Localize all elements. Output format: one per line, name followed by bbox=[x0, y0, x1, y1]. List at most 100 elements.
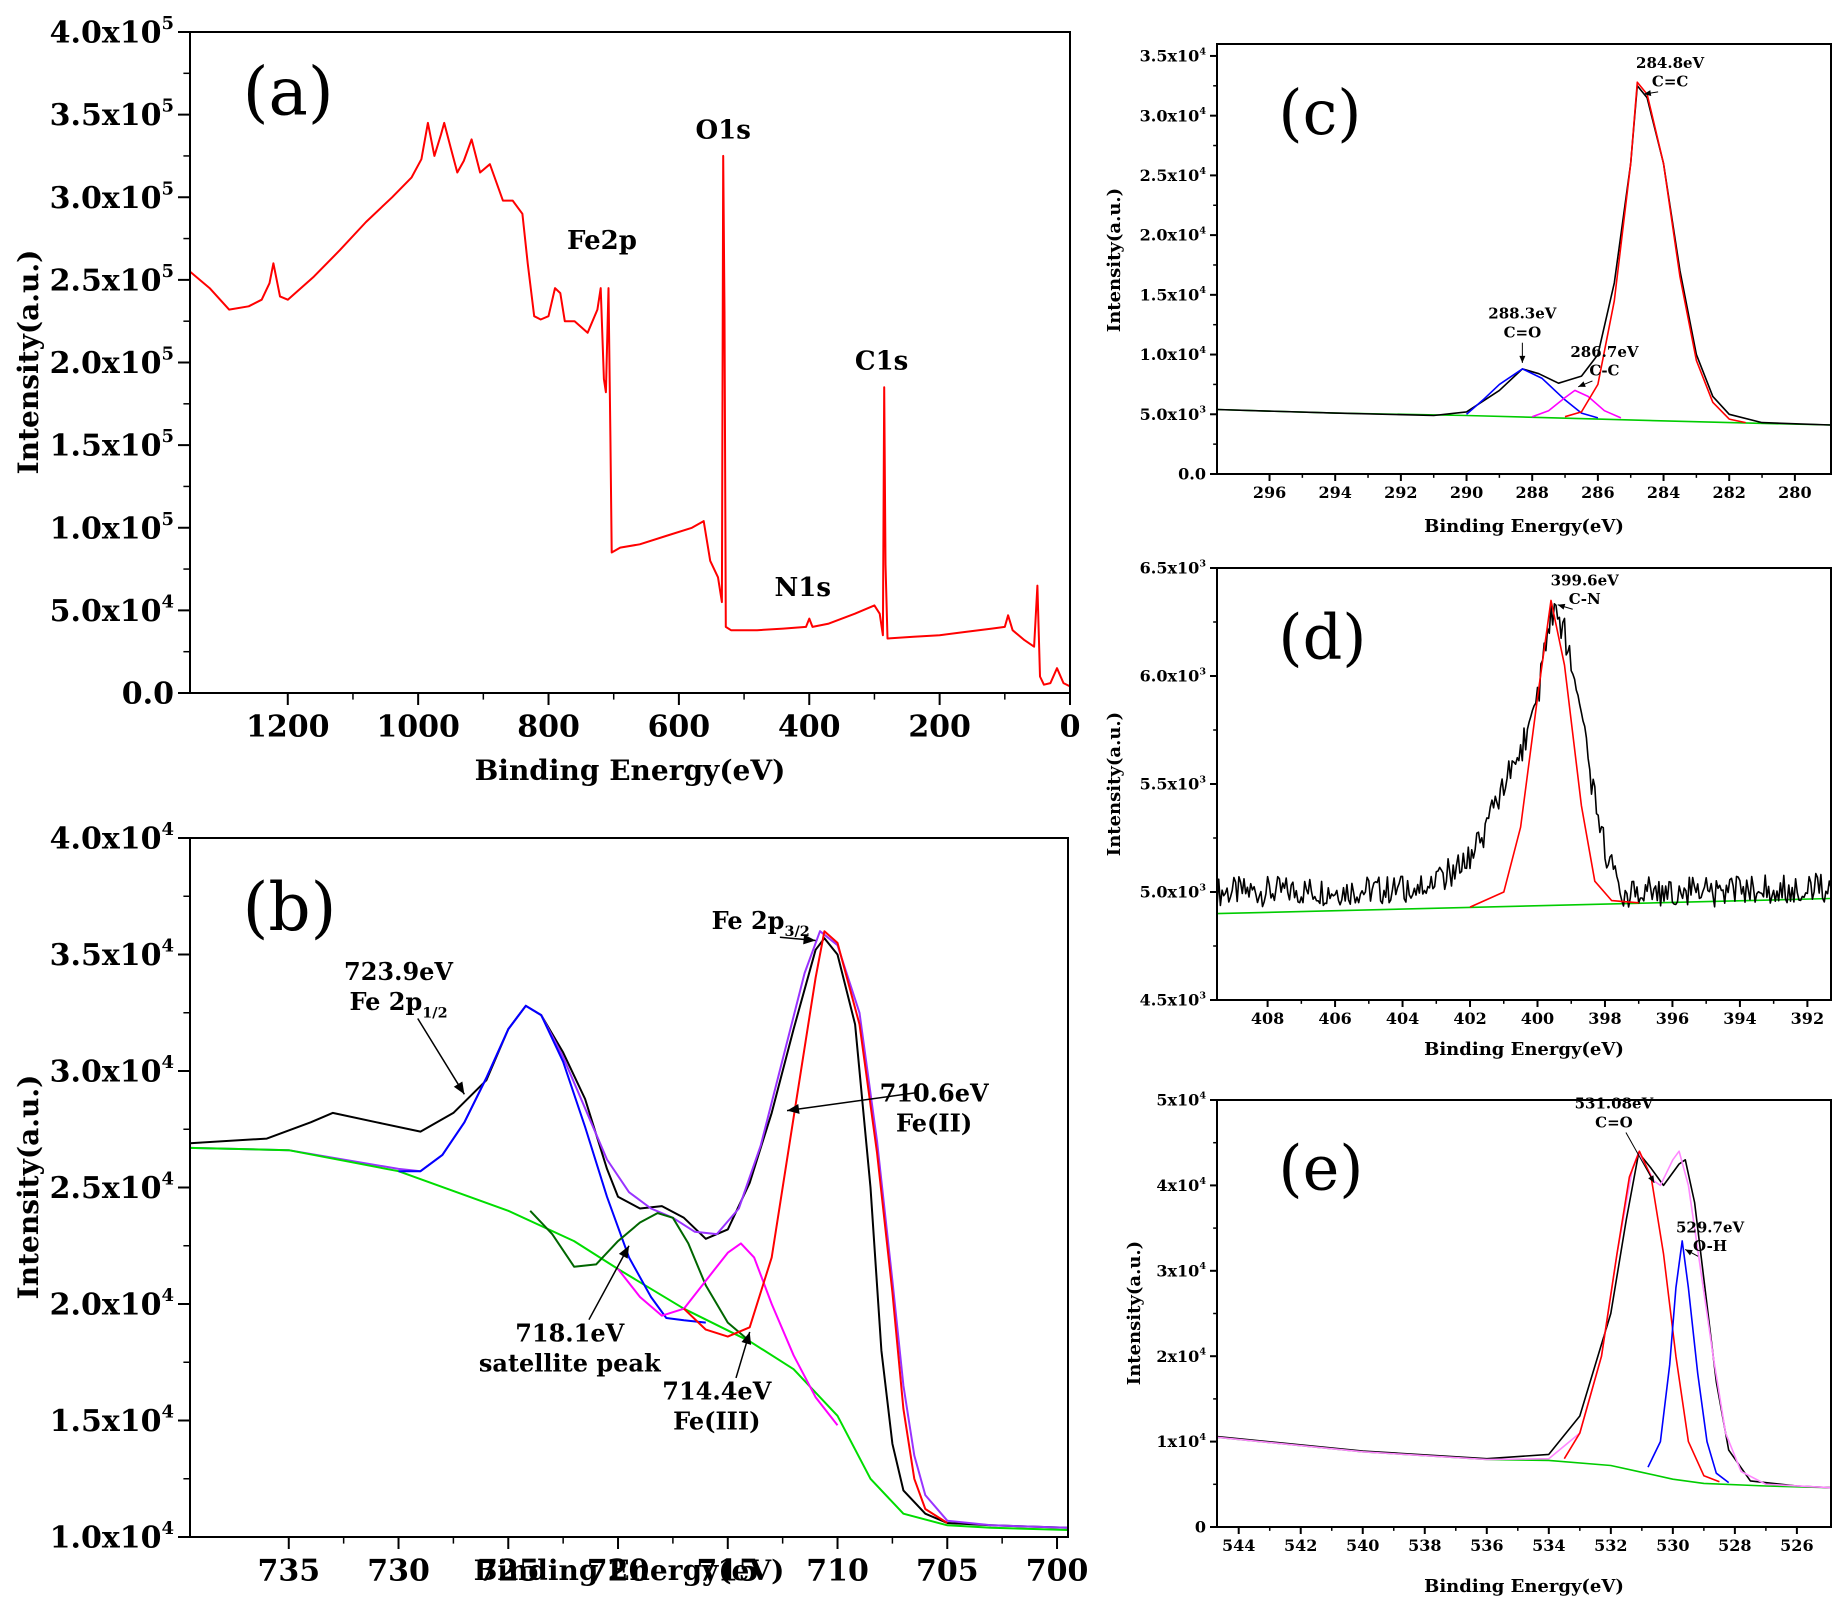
annotation-arrow-head bbox=[1519, 355, 1526, 363]
annotation-line: O-H bbox=[1693, 1237, 1727, 1255]
annotation-text: satellite peak bbox=[479, 1348, 662, 1377]
y-tick-mantissa: 1.0x10 bbox=[1140, 345, 1200, 364]
y-tick-mantissa: 4.5x10 bbox=[1140, 991, 1200, 1010]
annotation-arrow-head bbox=[1578, 381, 1586, 387]
peak-annotation: Fe 2p3/2 bbox=[712, 906, 816, 945]
annotation-arrow-line bbox=[786, 1092, 916, 1112]
y-tick-mantissa: 2.0x10 bbox=[50, 1288, 162, 1323]
annotation-arrow-line bbox=[417, 1018, 466, 1095]
y-tick-mantissa: 5.0x10 bbox=[1140, 883, 1200, 902]
x-tick-label: 710 bbox=[806, 1554, 869, 1589]
y-tick-mantissa: 0 bbox=[1195, 1518, 1206, 1537]
x-tick-label: 280 bbox=[1778, 483, 1811, 502]
y-tick-exponent: 4 bbox=[161, 1285, 174, 1306]
x-tick-label: 538 bbox=[1408, 1536, 1441, 1555]
y-tick-exponent: 4 bbox=[1199, 46, 1206, 57]
series-line-3 bbox=[1469, 599, 1639, 908]
x-tick-label: 544 bbox=[1222, 1536, 1255, 1555]
y-tick-label: 1.0x105 bbox=[50, 509, 174, 547]
y-tick-exponent: 4 bbox=[161, 819, 174, 840]
y-tick-label: 2.0x104 bbox=[1140, 226, 1207, 245]
series-group bbox=[1217, 1150, 1831, 1489]
y-tick-mantissa: 2.0x10 bbox=[50, 346, 162, 381]
annotation-text: Fe 2p1/2 bbox=[349, 987, 447, 1021]
annotation-line: 710.6eV bbox=[880, 1078, 989, 1107]
y-tick-label: 1.0x104 bbox=[1140, 345, 1207, 364]
x-tick-label: 394 bbox=[1723, 1009, 1756, 1028]
series-line-1 bbox=[1217, 1436, 1831, 1489]
y-tick-exponent: 3 bbox=[1199, 774, 1206, 785]
annotation-line: satellite peak bbox=[479, 1348, 662, 1377]
series-group bbox=[190, 121, 1070, 688]
y-tick-mantissa: 1.5x10 bbox=[1140, 285, 1200, 304]
y-tick-exponent: 4 bbox=[1199, 1347, 1206, 1358]
chart-panel-b: 735 730 725 720 715 710 705 7001.0x1041.5x1042.… bbox=[12, 819, 1088, 1589]
x-tick-label: 400 bbox=[778, 710, 841, 745]
x-tick-label: 288 bbox=[1516, 483, 1549, 502]
y-tick-mantissa: 3x10 bbox=[1156, 1261, 1199, 1280]
x-tick-label: 290 bbox=[1450, 483, 1483, 502]
annotation-arrow-head bbox=[1643, 90, 1652, 97]
x-tick-label: 200 bbox=[908, 710, 971, 745]
y-tick-label: 4.0x104 bbox=[50, 819, 174, 857]
chart-panel-a: 1200 1000 800 600 400 200 00.05.0x1041.0x1051.… bbox=[12, 13, 1080, 787]
series-line-2 bbox=[1217, 1152, 1831, 1489]
series-line-3 bbox=[1465, 368, 1599, 419]
y-tick-label: 0.0 bbox=[1178, 465, 1206, 484]
annotation-line: 288.3eV bbox=[1488, 305, 1557, 323]
annotation-line: C-C bbox=[1589, 362, 1619, 380]
y-tick-mantissa: 5x10 bbox=[1156, 1091, 1199, 1110]
x-tick-label: 400 bbox=[1521, 1009, 1554, 1028]
annotation-text: 286.7eV bbox=[1570, 343, 1639, 361]
x-tick-label: 705 bbox=[916, 1554, 979, 1589]
y-tick-label: 3x104 bbox=[1156, 1261, 1206, 1280]
y-tick-exponent: 4 bbox=[1199, 106, 1206, 117]
y-tick-exponent: 3 bbox=[1199, 990, 1206, 1001]
y-tick-exponent: 3 bbox=[1199, 666, 1206, 677]
peak-label: C1s bbox=[855, 347, 908, 377]
y-axis-label: Intensity(a.u.) bbox=[1104, 712, 1125, 856]
y-tick-exponent: 3 bbox=[1199, 558, 1206, 569]
y-tick-exponent: 4 bbox=[1199, 226, 1206, 237]
annotation-arrow-head bbox=[453, 1081, 465, 1095]
annotation-text: 399.6eV bbox=[1551, 571, 1620, 589]
y-tick-mantissa: 2x10 bbox=[1156, 1347, 1199, 1366]
x-tick-label: 534 bbox=[1532, 1536, 1565, 1555]
annotation-line: 531.08eV bbox=[1575, 1095, 1654, 1113]
x-tick-label: 800 bbox=[517, 710, 580, 745]
y-tick-exponent: 3 bbox=[1199, 882, 1206, 893]
annotation-text: Fe 2p3/2 bbox=[712, 906, 810, 940]
series-line-4 bbox=[398, 1004, 706, 1324]
annotation-text: C=O bbox=[1595, 1113, 1633, 1131]
x-axis-label: Binding Energy(eV) bbox=[1424, 1039, 1624, 1060]
y-tick-exponent: 5 bbox=[161, 344, 174, 365]
annotation-line: C-N bbox=[1569, 590, 1601, 608]
y-tick-exponent: 4 bbox=[1199, 166, 1206, 177]
annotation-line: 399.6eV bbox=[1551, 571, 1620, 589]
y-tick-label: 2.5x104 bbox=[50, 1169, 174, 1207]
y-tick-mantissa: 1.0x10 bbox=[50, 1521, 162, 1556]
y-tick-mantissa: 0.0 bbox=[1178, 465, 1206, 484]
annotation-line: Fe(III) bbox=[673, 1407, 760, 1436]
x-axis-label: Binding Energy(eV) bbox=[475, 754, 786, 787]
annotation-text: 718.1eV bbox=[515, 1318, 624, 1347]
annotation-line: C=O bbox=[1595, 1113, 1633, 1131]
y-tick-exponent: 4 bbox=[1199, 1261, 1206, 1272]
y-axis-label: Intensity(a.u.) bbox=[1124, 1241, 1145, 1385]
series-line-3 bbox=[1217, 1150, 1831, 1489]
x-tick-label: 294 bbox=[1319, 483, 1352, 502]
panel-label: (c) bbox=[1278, 76, 1361, 149]
y-tick-mantissa: 6.5x10 bbox=[1140, 559, 1200, 578]
annotation-text: C-N bbox=[1569, 590, 1601, 608]
peak-label: O1s bbox=[696, 115, 751, 145]
y-tick-label: 5.0x104 bbox=[50, 591, 174, 629]
y-tick-mantissa: 5.0x10 bbox=[1140, 405, 1200, 424]
chart-panel-c: 296 294 292 290 288 286 284 282 280 0.0 5.0x103 1.0… bbox=[1104, 43, 1832, 537]
annotation-arrow-head bbox=[1685, 1249, 1693, 1256]
annotation-text: Fe(III) bbox=[673, 1407, 760, 1436]
annotation-arrow-line bbox=[588, 1245, 630, 1321]
series-group bbox=[1217, 599, 1831, 915]
y-tick-label: 5.0x103 bbox=[1140, 882, 1207, 901]
